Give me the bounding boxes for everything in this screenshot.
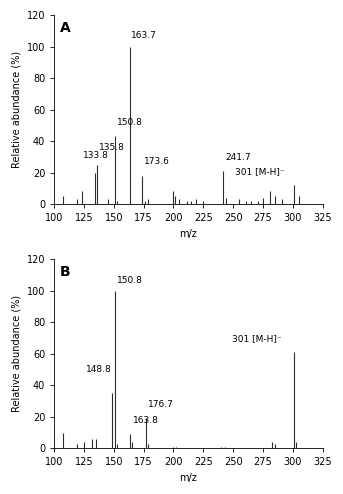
Y-axis label: Relative abundance (%): Relative abundance (%) [11, 295, 21, 412]
Text: 148.8: 148.8 [86, 365, 112, 374]
Text: A: A [60, 21, 70, 35]
Text: 241.7: 241.7 [226, 153, 251, 162]
Text: 301 [M-H]⁻: 301 [M-H]⁻ [233, 334, 282, 343]
Text: 135.8: 135.8 [99, 143, 125, 152]
Y-axis label: Relative abundance (%): Relative abundance (%) [11, 51, 21, 168]
Text: 150.8: 150.8 [117, 118, 143, 127]
X-axis label: m/z: m/z [179, 473, 197, 483]
Text: 301 [M-H]⁻: 301 [M-H]⁻ [235, 167, 284, 176]
Text: B: B [60, 265, 70, 279]
Text: 176.7: 176.7 [148, 400, 174, 409]
Text: 150.8: 150.8 [117, 276, 143, 285]
Text: 163.7: 163.7 [131, 31, 157, 41]
Text: 163.8: 163.8 [133, 415, 158, 425]
X-axis label: m/z: m/z [179, 229, 197, 239]
Text: 133.8: 133.8 [83, 151, 108, 160]
Text: 173.6: 173.6 [144, 157, 170, 166]
